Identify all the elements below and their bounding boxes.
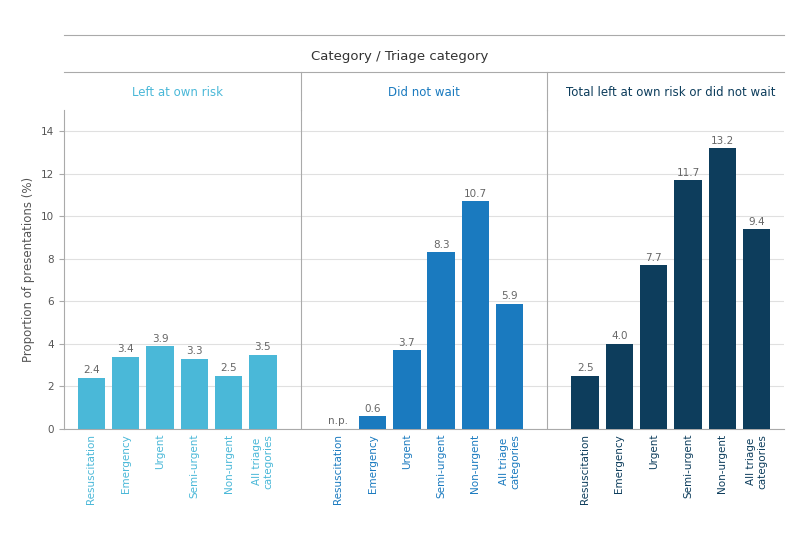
Bar	[112, 357, 139, 429]
Bar	[181, 359, 208, 429]
Bar	[496, 304, 523, 429]
Bar	[78, 378, 105, 429]
Text: 2.5: 2.5	[220, 364, 237, 373]
Bar	[427, 252, 455, 429]
Text: Category / Triage category: Category / Triage category	[311, 50, 489, 63]
Text: 3.5: 3.5	[254, 342, 271, 352]
Bar	[743, 229, 770, 429]
Y-axis label: Proportion of presentations (%): Proportion of presentations (%)	[22, 177, 35, 362]
Text: n.p.: n.p.	[328, 416, 348, 426]
Bar	[571, 376, 599, 429]
Text: 13.2: 13.2	[710, 136, 734, 146]
Bar	[462, 201, 489, 429]
Bar	[606, 344, 633, 429]
Text: 9.4: 9.4	[748, 217, 765, 227]
Text: 8.3: 8.3	[433, 240, 450, 250]
Text: 5.9: 5.9	[502, 291, 518, 301]
Text: 11.7: 11.7	[676, 168, 700, 178]
Text: 2.5: 2.5	[577, 364, 594, 373]
Text: 3.4: 3.4	[118, 344, 134, 354]
Text: Did not wait: Did not wait	[388, 86, 460, 98]
Bar	[709, 148, 736, 429]
Bar	[146, 346, 174, 429]
Text: 3.9: 3.9	[152, 333, 168, 344]
Text: 2.4: 2.4	[83, 365, 100, 376]
Text: 3.7: 3.7	[398, 338, 415, 348]
Bar	[393, 350, 421, 429]
Text: 7.7: 7.7	[646, 252, 662, 263]
Text: 4.0: 4.0	[611, 332, 628, 342]
Bar	[640, 265, 667, 429]
Text: 0.6: 0.6	[364, 404, 381, 414]
Bar	[249, 355, 277, 429]
Bar	[215, 376, 242, 429]
Text: 3.3: 3.3	[186, 346, 202, 356]
Bar	[674, 180, 702, 429]
Text: Total left at own risk or did not wait: Total left at own risk or did not wait	[566, 86, 776, 98]
Bar	[359, 416, 386, 429]
Text: Left at own risk: Left at own risk	[132, 86, 222, 98]
Text: 10.7: 10.7	[464, 189, 487, 199]
